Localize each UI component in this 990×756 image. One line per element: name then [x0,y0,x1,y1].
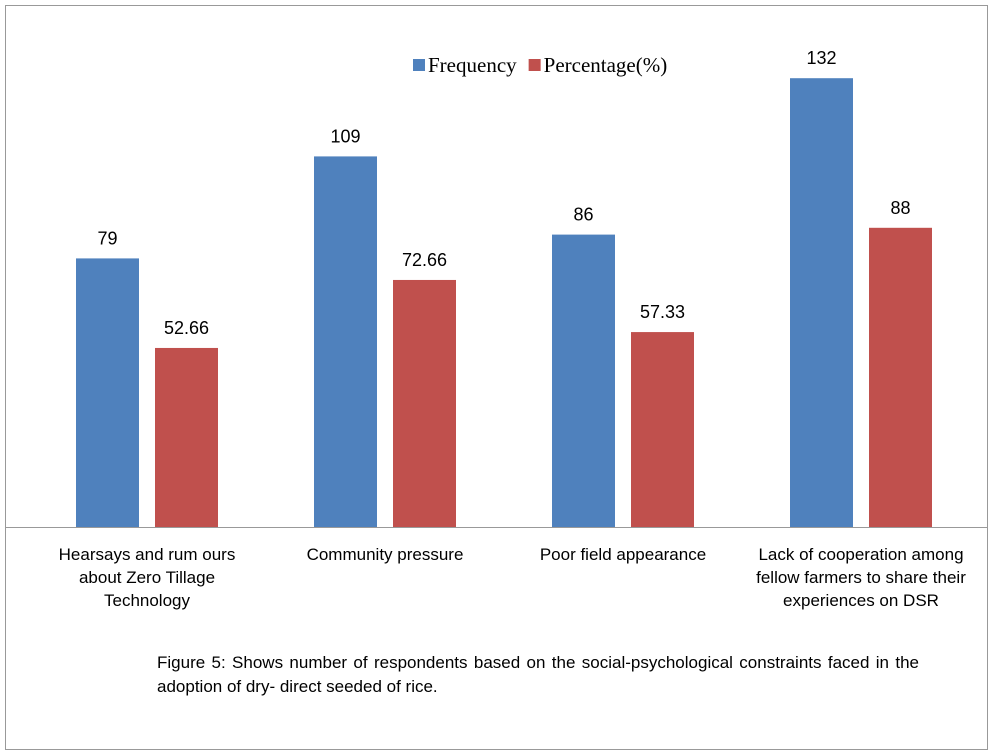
legend-label: Percentage(%) [544,53,668,77]
bar [76,258,139,527]
x-tick-label: Hearsays and rum ours about Zero Tillage… [58,545,236,610]
value-label: 79 [97,228,117,248]
x-tick-label: Community pressure [306,545,464,564]
bar [155,347,218,527]
value-label: 72.66 [402,250,447,270]
bar [631,332,694,527]
chart-border [5,5,988,750]
bar [869,227,932,528]
value-label: 57.33 [640,302,685,322]
x-tick-label: Poor field appearance [539,545,707,564]
value-label: 109 [330,126,360,146]
value-label: 132 [806,48,836,68]
caption: Figure 5: Shows number of respondents ba… [157,653,919,696]
x-tick-label: Lack of cooperation among fellow farmers… [756,545,966,610]
bar [552,234,615,527]
value-label: 86 [573,205,593,225]
value-label: 88 [890,198,910,218]
legend-swatch [413,59,425,71]
bar [314,156,377,527]
value-label: 52.66 [164,318,209,338]
legend-label: Frequency [428,53,517,77]
bar [790,78,853,527]
legend-swatch [528,59,541,71]
bar [393,279,456,527]
